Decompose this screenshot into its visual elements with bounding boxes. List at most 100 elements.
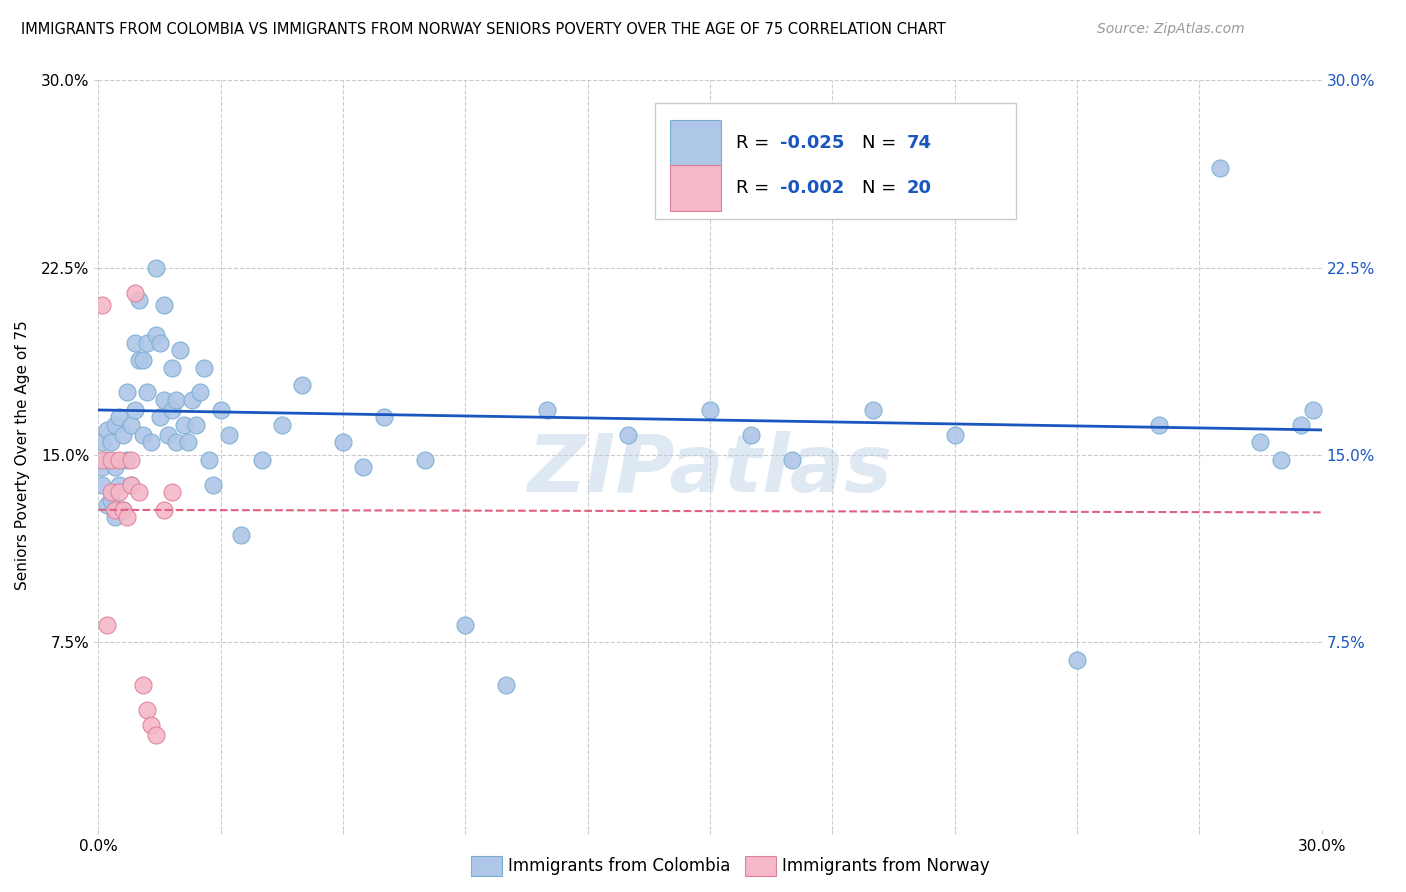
Point xyxy=(104,510,127,524)
Point xyxy=(120,478,142,492)
Point xyxy=(91,478,114,492)
Point xyxy=(218,428,240,442)
Point xyxy=(454,617,477,632)
Text: ZIPatlas: ZIPatlas xyxy=(527,431,893,509)
Point xyxy=(96,453,118,467)
Point xyxy=(536,403,558,417)
Point xyxy=(111,503,134,517)
Point xyxy=(352,460,374,475)
Point xyxy=(111,428,134,442)
Point xyxy=(128,485,150,500)
Text: 20: 20 xyxy=(907,179,932,197)
Y-axis label: Seniors Poverty Over the Age of 75: Seniors Poverty Over the Age of 75 xyxy=(15,320,30,590)
Point xyxy=(495,678,517,692)
Point xyxy=(181,392,204,407)
Point xyxy=(96,498,118,512)
Point xyxy=(100,492,122,507)
Point xyxy=(136,335,159,350)
Point xyxy=(231,528,253,542)
Text: Immigrants from Colombia: Immigrants from Colombia xyxy=(508,857,730,875)
Point xyxy=(120,453,142,467)
Point xyxy=(186,417,208,432)
Text: N =: N = xyxy=(862,179,901,197)
Text: Immigrants from Norway: Immigrants from Norway xyxy=(782,857,990,875)
Point xyxy=(108,485,131,500)
Point xyxy=(201,478,224,492)
Point xyxy=(160,360,183,375)
Text: R =: R = xyxy=(735,179,775,197)
Point xyxy=(156,428,179,442)
Point xyxy=(91,453,114,467)
Point xyxy=(91,435,114,450)
Point xyxy=(108,410,131,425)
Point xyxy=(1147,417,1170,432)
Point xyxy=(91,298,114,312)
Point xyxy=(136,385,159,400)
Point xyxy=(108,478,131,492)
FancyBboxPatch shape xyxy=(669,120,721,167)
Point xyxy=(104,503,127,517)
Point xyxy=(145,260,167,275)
Point xyxy=(152,298,174,312)
Point xyxy=(193,360,215,375)
Point xyxy=(145,728,167,742)
Point xyxy=(149,335,172,350)
Point xyxy=(862,403,884,417)
FancyBboxPatch shape xyxy=(655,103,1015,219)
Point xyxy=(780,453,803,467)
Point xyxy=(177,435,200,450)
Point xyxy=(100,453,122,467)
Point xyxy=(209,403,232,417)
Point xyxy=(141,717,163,731)
Text: N =: N = xyxy=(862,134,901,153)
Point xyxy=(120,417,142,432)
Point xyxy=(270,417,294,432)
Point xyxy=(104,460,127,475)
Point xyxy=(100,485,122,500)
Point xyxy=(132,428,155,442)
Point xyxy=(124,285,146,300)
Point xyxy=(699,403,721,417)
Point xyxy=(96,423,118,437)
Point xyxy=(1291,417,1313,432)
Point xyxy=(115,385,138,400)
Point xyxy=(165,392,187,407)
Text: Source: ZipAtlas.com: Source: ZipAtlas.com xyxy=(1097,22,1244,37)
Point xyxy=(108,453,131,467)
Point xyxy=(1249,435,1271,450)
Point xyxy=(413,453,436,467)
Text: IMMIGRANTS FROM COLOMBIA VS IMMIGRANTS FROM NORWAY SENIORS POVERTY OVER THE AGE : IMMIGRANTS FROM COLOMBIA VS IMMIGRANTS F… xyxy=(21,22,946,37)
Point xyxy=(120,478,142,492)
Point xyxy=(740,428,762,442)
Point xyxy=(1209,161,1232,175)
Text: R =: R = xyxy=(735,134,775,153)
Point xyxy=(149,410,172,425)
Point xyxy=(160,403,183,417)
Point xyxy=(136,703,159,717)
Point xyxy=(173,417,195,432)
Point xyxy=(1270,453,1292,467)
Point xyxy=(111,503,134,517)
Point xyxy=(115,510,138,524)
Point xyxy=(1302,403,1324,417)
Point xyxy=(373,410,395,425)
Point xyxy=(250,453,273,467)
Point xyxy=(1066,653,1088,667)
Point xyxy=(943,428,966,442)
Point xyxy=(188,385,212,400)
Point xyxy=(132,353,155,368)
Point xyxy=(152,392,174,407)
Point xyxy=(124,403,146,417)
Point xyxy=(96,617,118,632)
Point xyxy=(124,335,146,350)
Point xyxy=(291,378,314,392)
Point xyxy=(115,453,138,467)
Point xyxy=(132,678,155,692)
Text: -0.002: -0.002 xyxy=(780,179,844,197)
Point xyxy=(141,435,163,450)
Point xyxy=(128,353,150,368)
Point xyxy=(128,293,150,307)
Point xyxy=(145,328,167,343)
Point xyxy=(91,460,114,475)
Point xyxy=(617,428,640,442)
